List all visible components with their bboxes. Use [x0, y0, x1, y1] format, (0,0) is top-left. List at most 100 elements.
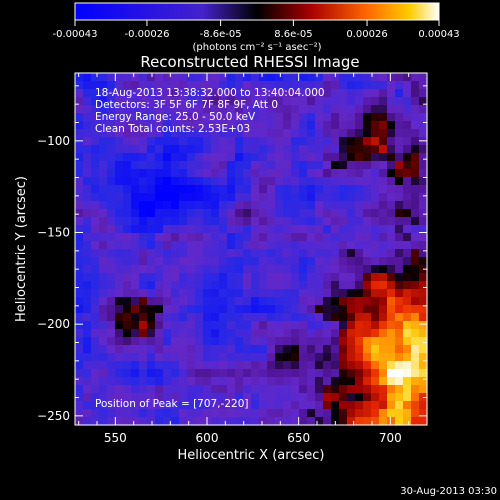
heatmap-cell	[115, 265, 124, 274]
heatmap-cell	[251, 257, 260, 266]
heatmap-cell	[259, 361, 268, 370]
heatmap-cell	[251, 289, 260, 298]
heatmap-cell	[371, 145, 380, 154]
heatmap-cell	[331, 273, 340, 282]
heatmap-cell	[139, 265, 148, 274]
heatmap-cell	[107, 121, 116, 130]
heatmap-cell	[131, 257, 140, 266]
heatmap-cell	[283, 393, 292, 402]
heatmap-cell	[83, 193, 92, 202]
heatmap-cell	[171, 225, 180, 234]
heatmap-cell	[83, 177, 92, 186]
heatmap-cell	[347, 209, 356, 218]
heatmap-cell	[99, 409, 108, 418]
heatmap-cell	[403, 121, 412, 130]
heatmap-cell	[307, 281, 316, 290]
heatmap-cell	[195, 337, 204, 346]
heatmap-cell	[227, 353, 236, 362]
heatmap-cell	[323, 113, 332, 122]
heatmap-cell	[187, 145, 196, 154]
heatmap-cell	[211, 361, 220, 370]
heatmap-cell	[179, 313, 188, 322]
heatmap-cell	[131, 385, 140, 394]
heatmap-cell	[283, 169, 292, 178]
heatmap-cell	[107, 289, 116, 298]
heatmap-cell	[227, 145, 236, 154]
heatmap-cell	[299, 361, 308, 370]
heatmap-cell	[139, 81, 148, 90]
heatmap-cell	[91, 97, 100, 106]
heatmap-cell	[283, 377, 292, 386]
heatmap-cell	[275, 257, 284, 266]
heatmap-cell	[339, 201, 348, 210]
heatmap-cell	[211, 81, 220, 90]
heatmap-cell	[139, 313, 148, 322]
heatmap-cell	[75, 209, 84, 218]
heatmap-cell	[315, 361, 324, 370]
heatmap-cell	[331, 353, 340, 362]
heatmap-cell	[307, 345, 316, 354]
heatmap-cell	[115, 121, 124, 130]
heatmap-cell	[275, 169, 284, 178]
heatmap-cell	[211, 225, 220, 234]
heatmap-cell	[179, 161, 188, 170]
heatmap-cell	[267, 201, 276, 210]
heatmap-cell	[219, 97, 228, 106]
heatmap-cell	[267, 321, 276, 330]
heatmap-cell	[243, 345, 252, 354]
heatmap-cell	[179, 321, 188, 330]
heatmap-cell	[243, 73, 252, 82]
heatmap-cell	[267, 329, 276, 338]
heatmap-cell	[323, 305, 332, 314]
heatmap-cell	[323, 361, 332, 370]
heatmap-cell	[99, 377, 108, 386]
heatmap-cell	[219, 273, 228, 282]
heatmap-cell	[259, 257, 268, 266]
heatmap-cell	[139, 73, 148, 82]
heatmap-cell	[91, 137, 100, 146]
heatmap-cell	[83, 97, 92, 106]
heatmap-cell	[187, 289, 196, 298]
heatmap-cell	[115, 313, 124, 322]
heatmap-cell	[187, 265, 196, 274]
heatmap-cell	[307, 361, 316, 370]
heatmap-cell	[387, 329, 396, 338]
heatmap-cell	[123, 137, 132, 146]
heatmap-cell	[283, 345, 292, 354]
heatmap-cell	[195, 257, 204, 266]
heatmap-cell	[291, 361, 300, 370]
heatmap-cell	[163, 137, 172, 146]
heatmap-cell	[291, 313, 300, 322]
heatmap-cell	[147, 377, 156, 386]
heatmap-cell	[355, 209, 364, 218]
heatmap-cell	[363, 241, 372, 250]
heatmap-cell	[115, 281, 124, 290]
heatmap-cell	[355, 409, 364, 418]
heatmap-cell	[251, 417, 260, 426]
heatmap-cell	[195, 97, 204, 106]
heatmap-cell	[411, 225, 420, 234]
heatmap-cell	[83, 385, 92, 394]
heatmap-cell	[267, 193, 276, 202]
heatmap-cell	[419, 81, 428, 90]
heatmap-cell	[107, 97, 116, 106]
heatmap-cell	[219, 329, 228, 338]
heatmap-cell	[115, 361, 124, 370]
heatmap-cell	[163, 257, 172, 266]
heatmap-cell	[203, 169, 212, 178]
heatmap-cell	[99, 417, 108, 426]
heatmap-cell	[283, 121, 292, 130]
heatmap-cell	[347, 177, 356, 186]
heatmap-cell	[355, 97, 364, 106]
heatmap-cell	[363, 89, 372, 98]
heatmap-cell	[307, 297, 316, 306]
heatmap-cell	[195, 225, 204, 234]
heatmap-cell	[299, 113, 308, 122]
heatmap-cell	[227, 73, 236, 82]
heatmap-cell	[291, 417, 300, 426]
heatmap-cell	[411, 345, 420, 354]
heatmap-cell	[323, 289, 332, 298]
heatmap-cell	[387, 185, 396, 194]
heatmap-cell	[91, 401, 100, 410]
heatmap-cell	[275, 289, 284, 298]
